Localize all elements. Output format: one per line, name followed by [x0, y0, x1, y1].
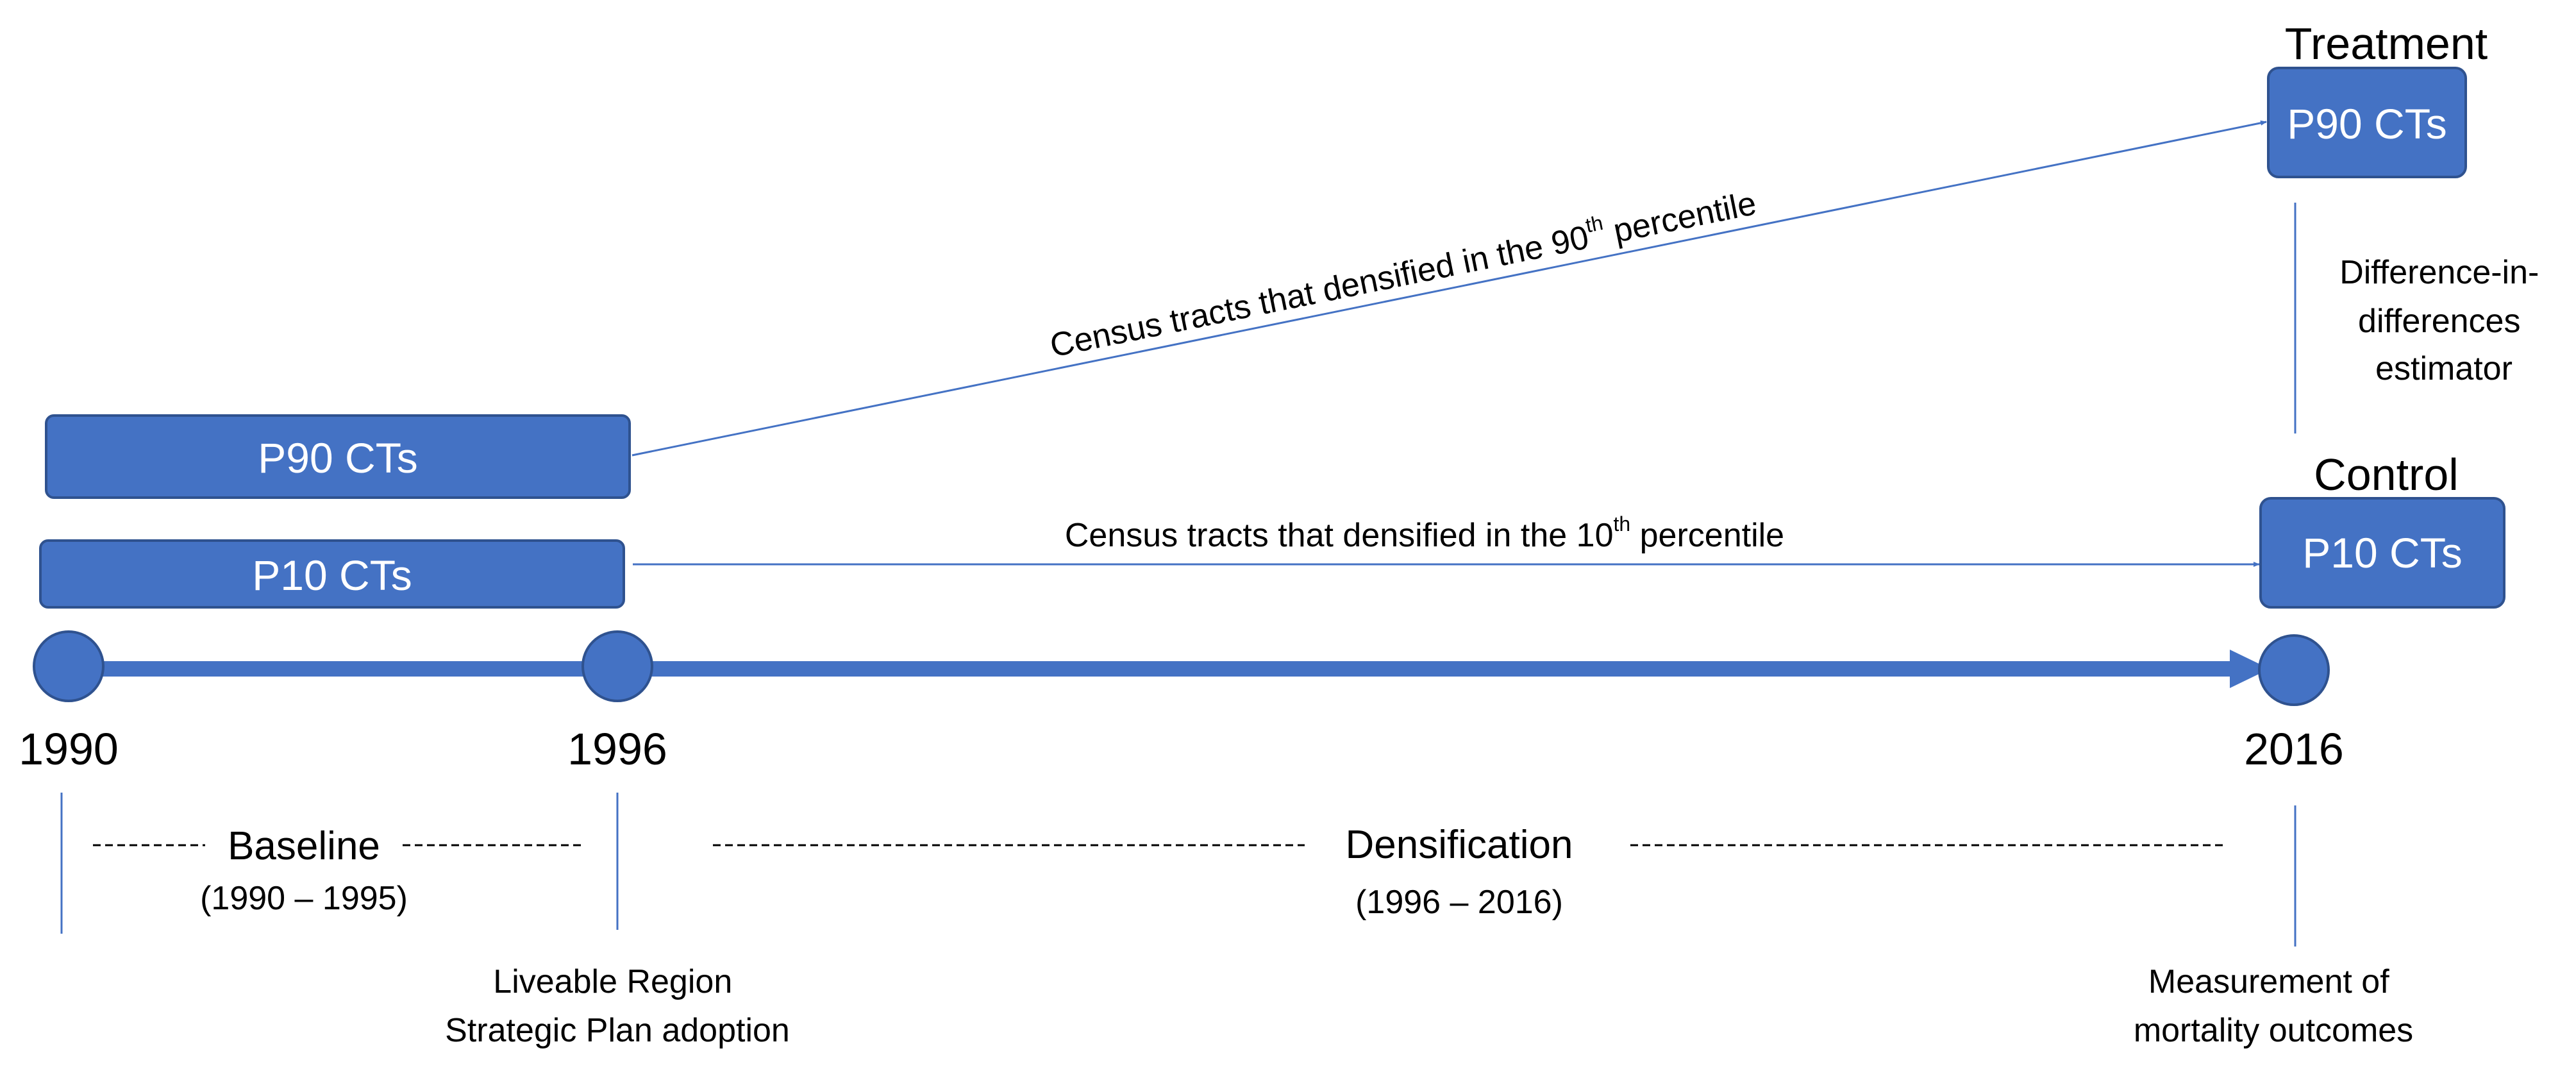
- p10-end-label: P10 CTs: [2302, 529, 2462, 577]
- measurement-note: Measurement of mortality outcomes: [2134, 963, 2413, 1049]
- timeline-node-1996: [581, 630, 653, 702]
- p10-end-box: P10 CTs: [2259, 497, 2505, 609]
- treatment-label: Treatment: [2285, 19, 2488, 69]
- timeline-node-1990: [33, 630, 105, 702]
- baseline-range: (1990 – 1995): [200, 880, 408, 917]
- p90-end-label: P90 CTs: [2287, 100, 2446, 147]
- densification-label: Densification: [1346, 823, 1573, 867]
- p90-start-label: P90 CTs: [258, 434, 417, 482]
- year-2016: 2016: [2244, 724, 2344, 774]
- p90-arrow: [631, 120, 2267, 457]
- baseline-label: Baseline: [228, 824, 380, 868]
- control-label: Control: [2314, 450, 2459, 500]
- p90-end-box: P90 CTs: [2267, 67, 2467, 178]
- timeline: [33, 630, 2330, 706]
- year-1996: 1996: [567, 724, 667, 774]
- p10-start-box: P10 CTs: [39, 539, 625, 609]
- timeline-node-2016: [2258, 634, 2330, 706]
- p90-start-box: P90 CTs: [45, 414, 631, 499]
- p90-arrow-label: Census tracts that densified in the 90th…: [1046, 180, 1760, 364]
- year-1990: 1990: [19, 724, 119, 774]
- estimator-label: Difference-in- differences estimator: [2339, 254, 2548, 387]
- timeline-arrowhead: [2230, 650, 2270, 688]
- densification-range: (1996 – 2016): [1355, 884, 1563, 921]
- p10-arrow-label: Census tracts that densified in the 10th…: [1065, 512, 1784, 554]
- p10-start-label: P10 CTs: [252, 551, 412, 599]
- plan-adoption-note: Liveable Region Strategic Plan adoption: [445, 963, 790, 1049]
